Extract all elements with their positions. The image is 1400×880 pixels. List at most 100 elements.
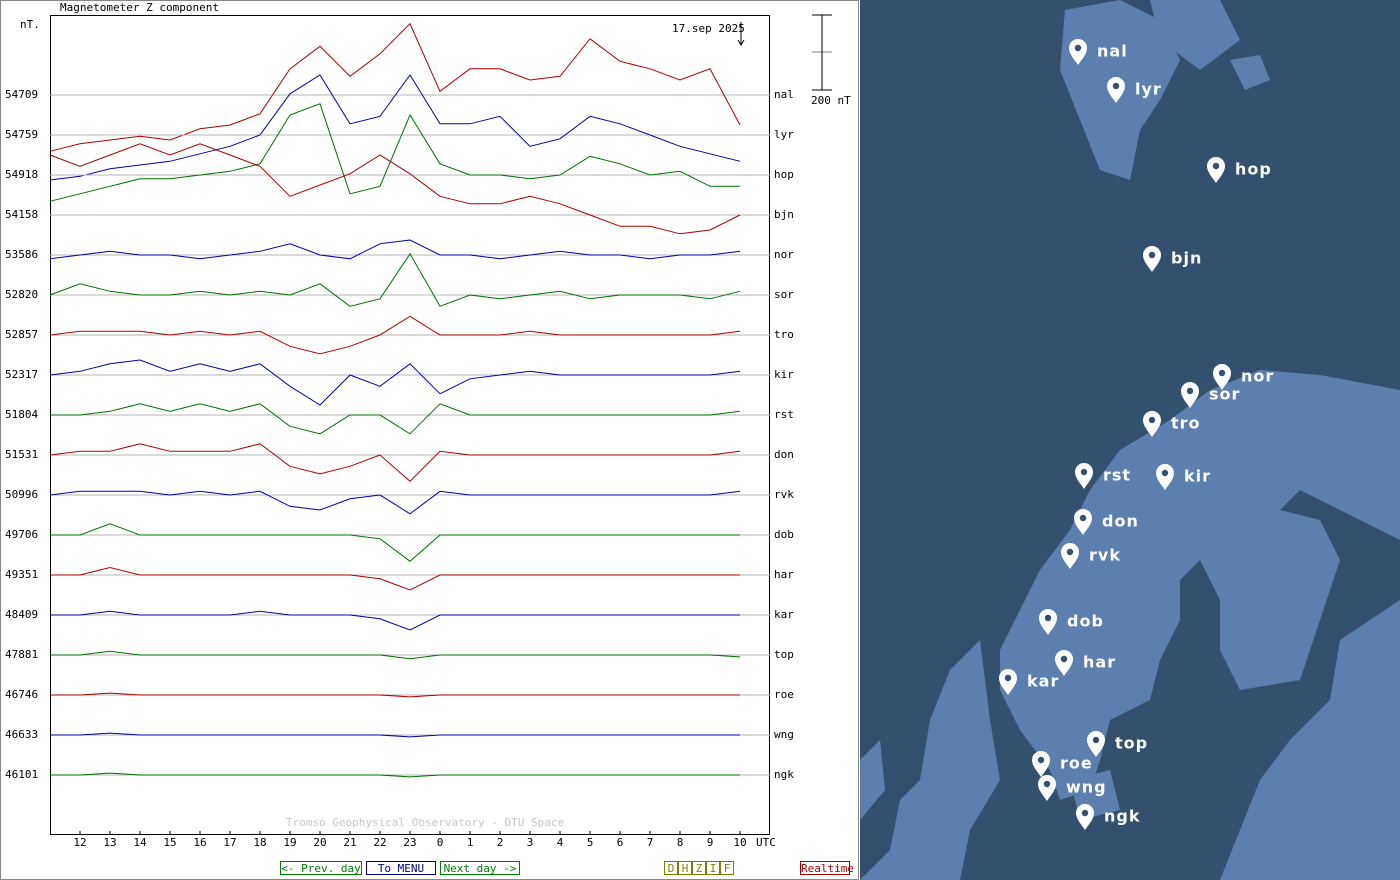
baseline-label: 48409 [5,608,38,621]
x-tick-label: 12 [73,836,86,849]
map-pin[interactable] [1156,464,1174,490]
nav-button[interactable]: H [678,861,692,875]
map-pin[interactable] [1038,775,1056,801]
nav-button[interactable]: To MENU [366,861,436,875]
map-station-label: kar [1027,672,1059,691]
baseline-label: 47881 [5,648,38,661]
map-station-label: har [1083,653,1116,672]
nav-button[interactable]: F [720,861,734,875]
map-pin-dot [1060,655,1068,663]
date: 17.sep 2025 [672,22,745,35]
x-tick-label: 20 [313,836,326,849]
map-pin[interactable] [1076,804,1094,830]
station-label: don [774,448,794,461]
x-tick-label: 8 [677,836,684,849]
station-label: har [774,568,794,581]
station-label: top [774,648,794,661]
nav-button[interactable]: Z [692,861,706,875]
map-station-label: bjn [1171,249,1202,268]
station-label: nal [774,88,794,101]
map-station-label: lyr [1135,80,1162,99]
x-tick-label: 4 [557,836,564,849]
trace [49,103,740,202]
baseline-label: 46633 [5,728,38,741]
trace [49,143,741,235]
station-label: rst [774,408,794,421]
station-label: kir [774,368,794,381]
x-tick-label: 19 [283,836,296,849]
map-pin[interactable] [1143,246,1161,272]
map-pin-dot [1074,44,1082,52]
map-pin-dot [1148,251,1156,259]
station-label: kar [774,608,794,621]
trace [50,732,740,738]
nav-button[interactable]: I [706,861,720,875]
map-pin-dot [1092,736,1100,744]
trace [50,610,740,631]
y-unit: nT. [20,18,40,31]
trace [50,772,740,778]
trace [49,359,741,406]
map-station-label: wng [1066,778,1107,797]
baseline-label: 52820 [5,288,38,301]
chart-title: Magnetometer Z component [60,1,219,14]
trace [49,74,741,181]
map-pin[interactable] [1075,463,1093,489]
map-pin-dot [1066,548,1074,556]
map-pin-dot [1161,469,1169,477]
x-tick-label: 10 [733,836,746,849]
station-label: rvk [774,488,794,501]
baseline-label: 51531 [5,448,38,461]
map-pin[interactable] [1074,509,1092,535]
map-pin-dot [1037,756,1045,764]
scale-label: 200 nT [811,94,851,107]
map-pin[interactable] [1039,609,1057,635]
x-tick-label: 7 [647,836,654,849]
map-pin[interactable] [1207,157,1225,183]
baseline-label: 54158 [5,208,38,221]
map-pin[interactable] [1213,364,1231,390]
map-pin[interactable] [1087,731,1105,757]
x-tick-label: 15 [163,836,176,849]
baseline-label: 49706 [5,528,38,541]
map-pin[interactable] [1069,39,1087,65]
trace [49,239,741,260]
map-pin[interactable] [1107,77,1125,103]
x-tick-label: 6 [617,836,624,849]
baseline-label: 52317 [5,368,38,381]
nav-button[interactable]: Realtime [800,861,854,875]
baseline-label: 51804 [5,408,38,421]
map-pin-dot [1112,82,1120,90]
station-label: sor [774,288,794,301]
map-pin[interactable] [1061,543,1079,569]
x-tick-label: 1 [467,836,474,849]
map-station-label: dob [1067,612,1104,631]
map-station-label: top [1115,734,1148,753]
trace [49,22,741,152]
x-tick-label: 21 [343,836,356,849]
map-pin[interactable] [1055,650,1073,676]
map-pin[interactable] [1143,411,1161,437]
map-station-label: rst [1103,466,1131,485]
map-pin[interactable] [999,669,1017,695]
nav-button[interactable]: Next day -> [440,861,520,875]
trace [49,490,741,515]
x-tick-label: 0 [437,836,444,849]
x-tick-label: 2 [497,836,504,849]
map-pin-dot [1212,162,1220,170]
map-pin-dot [1079,514,1087,522]
baseline-label: 49351 [5,568,38,581]
map-pin-dot [1148,416,1156,424]
nav-button[interactable]: D [664,861,678,875]
watermark: Tromso Geophysical Observatory - DTU Spa… [286,816,564,829]
map-pin[interactable] [1032,751,1050,777]
baseline-label: 46746 [5,688,38,701]
nav-button[interactable]: <- Prev. day [280,861,362,875]
map-pin[interactable] [1181,382,1199,408]
map-pin-dot [1081,809,1089,817]
x-tick-label: 18 [253,836,266,849]
map-pin-dot [1004,674,1012,682]
station-label: tro [774,328,794,341]
